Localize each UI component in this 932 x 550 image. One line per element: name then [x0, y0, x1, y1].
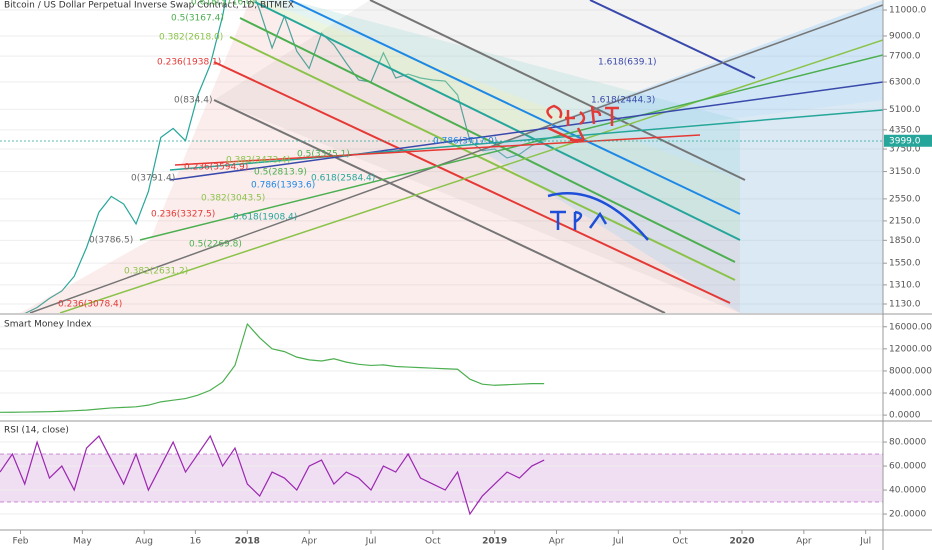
fib-label: 0.618(2584.4) [311, 174, 375, 184]
fib-label: 0.786(3717.0) [433, 137, 497, 147]
y-tick-label: 1130.0 [889, 300, 921, 310]
x-tick-label: 16 [190, 537, 202, 547]
panel-title: Smart Money Index [4, 320, 92, 330]
fib-label: 0.236(3078.4) [58, 300, 122, 310]
chart-title: Bitcoin / US Dollar Perpetual Inverse Sw… [4, 1, 294, 11]
price-label: 3999.0 [889, 136, 921, 146]
price-line [24, 0, 545, 313]
fib-label: 0.236(3327.5) [151, 210, 215, 220]
fib-label: 0.5(2813.9) [254, 168, 307, 178]
y-tick-label: 3750.0 [889, 145, 921, 155]
fib-label: 0.5(3375.1) [297, 150, 350, 160]
y-tick-label: 2150.0 [889, 216, 921, 226]
y-tick-label: 7700.0 [889, 52, 921, 62]
y-tick-label: 11000.0 [889, 6, 926, 16]
x-tick-label: Apr [301, 537, 317, 547]
fib-label: 0.382(2631.2) [124, 267, 188, 277]
x-tick-label: May [73, 537, 92, 547]
y-tick-label: 20.0000 [889, 510, 926, 520]
fib-label: 0.236(3594.9) [184, 163, 248, 173]
x-tick-label: 2018 [235, 537, 260, 547]
x-tick-label: 2019 [482, 537, 507, 547]
fib-label: 0.618(1908.4) [233, 213, 297, 223]
fib-label: 0.5(3167.4) [171, 14, 224, 24]
y-tick-label: 9000.0 [889, 31, 921, 41]
y-tick-label: 16000.0000 [889, 322, 932, 332]
y-tick-label: 40.0000 [889, 486, 926, 496]
x-tick-label: Jul [612, 537, 624, 547]
panel [0, 0, 883, 313]
fib-label: 0(834.4) [174, 96, 213, 106]
fib-label: 0.236(1938.1) [157, 58, 221, 68]
y-tick-label: 80.0000 [889, 438, 926, 448]
price-line [0, 322, 545, 413]
x-tick-label: Jul [365, 537, 377, 547]
panel [0, 434, 883, 516]
fib-label: 1.618(2444.3) [591, 96, 655, 106]
x-tick-label: Jul [859, 537, 871, 547]
fib-label: 1.618(639.1) [598, 58, 657, 68]
fib-label: 0.382(3043.5) [201, 194, 265, 204]
fib-label: 0.5(2269.8) [189, 240, 242, 250]
y-tick-label: 2550.0 [889, 194, 921, 204]
x-tick-label: 2020 [729, 537, 754, 547]
rsi-band [0, 454, 883, 503]
fib-label: 0.786(1393.6) [251, 181, 315, 191]
y-tick-label: 60.0000 [889, 462, 926, 472]
y-tick-label: 4000.0000 [889, 389, 932, 399]
y-tick-label: 5100.0 [889, 105, 921, 115]
y-tick-label: 6300.0 [889, 78, 921, 88]
panel-title: RSI (14, close) [4, 426, 69, 436]
fib-label: 0.382(2618.0) [159, 33, 223, 43]
x-tick-label: Feb [13, 537, 29, 547]
price-label-box [884, 134, 932, 147]
x-tick-label: Oct [672, 537, 688, 547]
y-tick-label: 12000.0000 [889, 344, 932, 354]
y-tick-label: 0.0000 [889, 411, 921, 421]
y-tick-label: 1310.0 [889, 280, 921, 290]
fib-label: 0(3786.5) [89, 236, 133, 246]
fib-label: 0(3791.4) [131, 174, 175, 184]
x-tick-label: Aug [135, 537, 153, 547]
y-tick-label: 3150.0 [889, 167, 921, 177]
y-tick-label: 1550.0 [889, 259, 921, 269]
fib-label: 0.382(3473.4) [226, 156, 290, 166]
x-tick-label: Apr [796, 537, 812, 547]
panel [0, 322, 883, 416]
y-tick-label: 8000.0000 [889, 366, 932, 376]
price-line [0, 434, 545, 516]
drawings [0, 0, 883, 313]
x-tick-label: Apr [549, 537, 565, 547]
y-tick-label: 1850.0 [889, 236, 921, 246]
y-tick-label: 4350.0 [889, 125, 921, 135]
fib-label: 0.618(3716.0) [191, 0, 255, 8]
x-tick-label: Oct [425, 537, 441, 547]
